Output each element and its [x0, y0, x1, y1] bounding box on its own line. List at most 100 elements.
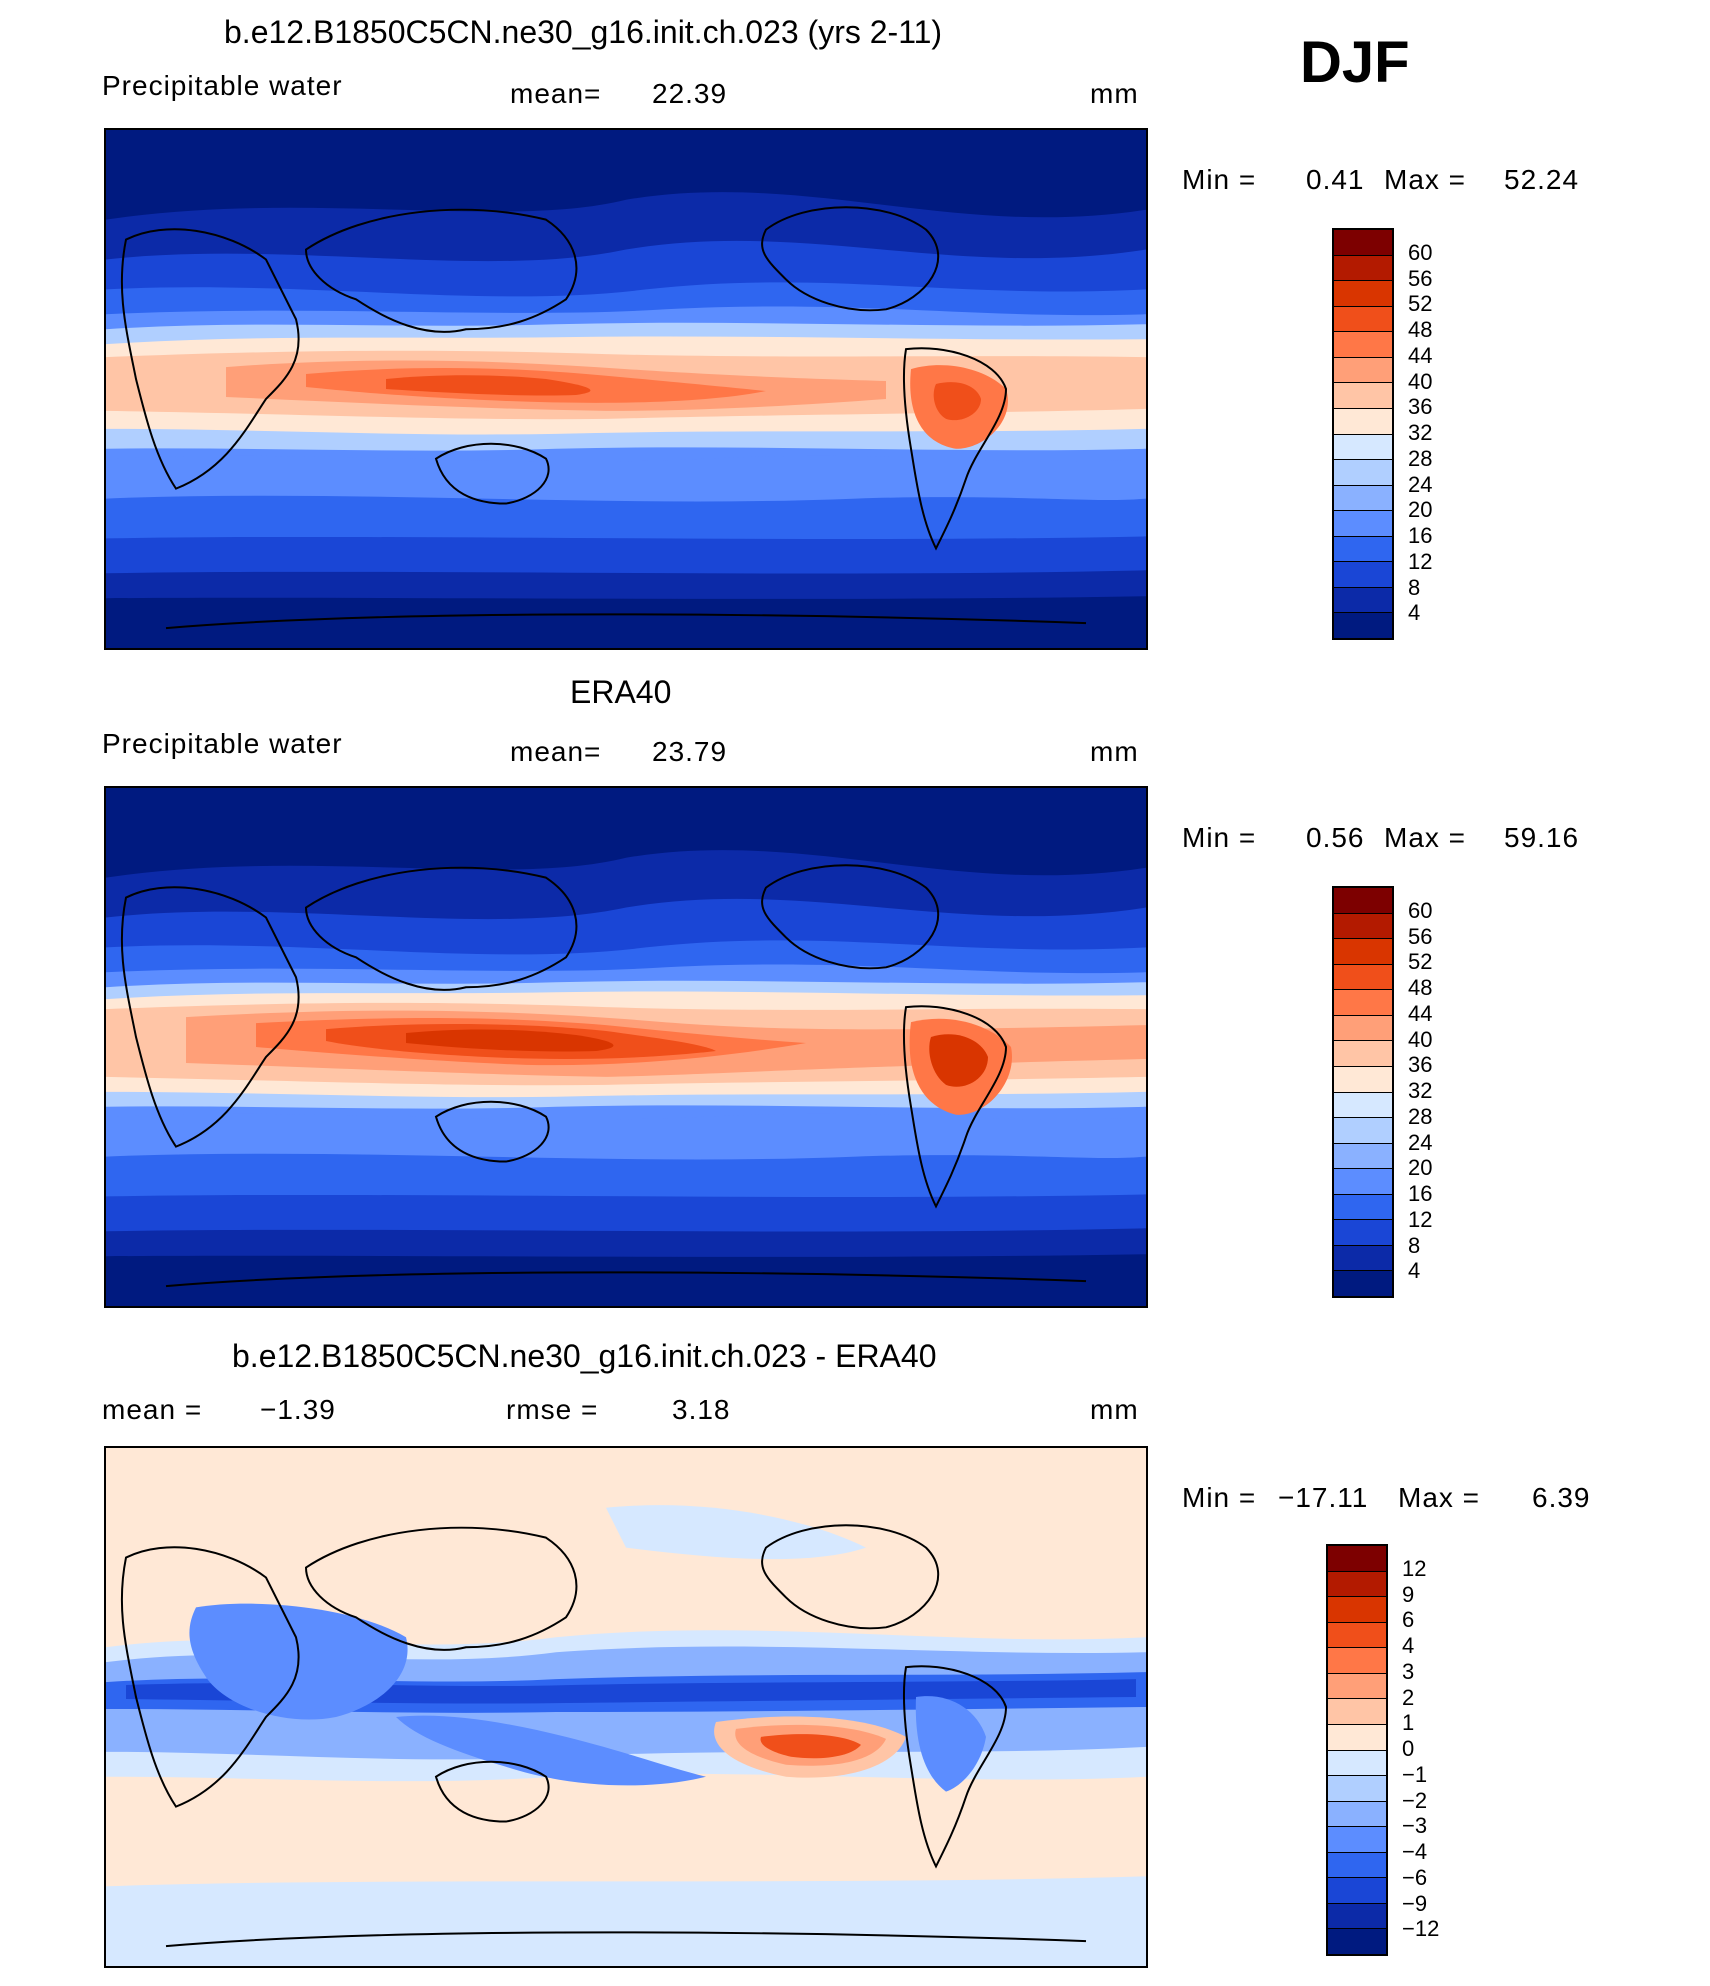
panel-1-variable: Precipitable water: [102, 70, 343, 101]
colorbar-tick-label: 0: [1402, 1736, 1415, 1761]
colorbar-tick-label: 4: [1408, 600, 1421, 626]
panel-1-mean-label: mean=: [510, 78, 602, 109]
season-label: DJF: [1300, 30, 1410, 95]
panel-2-title: ERA40: [570, 674, 672, 710]
colorbar-tick-label: 28: [1408, 1103, 1433, 1129]
colorbar-swatch: [1334, 1014, 1392, 1041]
colorbar-tick-label: 2: [1402, 1684, 1415, 1710]
colorbar-swatch: [1328, 1928, 1386, 1954]
panel-3-mean-label: mean =: [102, 1394, 203, 1425]
colorbar-tick-label: 36: [1408, 1052, 1433, 1078]
colorbar-tick-label: −9: [1402, 1890, 1428, 1916]
colorbar-tick-label: 48: [1408, 317, 1433, 342]
panel-2-units: mm: [1090, 736, 1139, 767]
panel-1-title: b.e12.B1850C5CN.ne30_g16.init.ch.023 (yr…: [224, 14, 943, 50]
panel-3-colorbar: [1326, 1544, 1388, 1956]
colorbar-tick-label: −2: [1402, 1787, 1428, 1813]
colorbar-swatch: [1334, 912, 1392, 939]
colorbar-swatch: [1334, 407, 1392, 434]
colorbar-tick-label: 8: [1408, 1232, 1421, 1258]
panel-1-colorbar: [1332, 228, 1394, 640]
panel-2-min-label: Min =: [1182, 822, 1257, 853]
colorbar-tick-label: 16: [1408, 1181, 1433, 1206]
panel-2-mean-value: 23.79: [652, 736, 728, 767]
colorbar-swatch: [1334, 1091, 1392, 1118]
colorbar-swatch: [1328, 1647, 1386, 1673]
colorbar-tick-label: 4: [1402, 1633, 1415, 1658]
colorbar-swatch: [1328, 1800, 1386, 1827]
colorbar-swatch: [1328, 1723, 1386, 1750]
panel-1-min-label: Min =: [1182, 164, 1257, 195]
colorbar-tick-label: 24: [1408, 1129, 1433, 1155]
colorbar-tick-label: 52: [1408, 949, 1433, 975]
panel-3-title: b.e12.B1850C5CN.ne30_g16.init.ch.023 - E…: [232, 1338, 937, 1374]
panel-2-mean-label: mean=: [510, 736, 602, 767]
colorbar-tick-label: 6: [1402, 1607, 1415, 1633]
panel-1-mean-value: 22.39: [652, 78, 728, 109]
colorbar-swatch: [1334, 1244, 1392, 1271]
colorbar-swatch: [1328, 1698, 1386, 1724]
colorbar-swatch: [1334, 331, 1392, 357]
colorbar-swatch: [1334, 938, 1392, 964]
colorbar-tick-label: 16: [1408, 523, 1433, 548]
colorbar-swatch: [1334, 612, 1392, 638]
colorbar-swatch: [1328, 1826, 1386, 1852]
colorbar-tick-label: 32: [1408, 420, 1433, 445]
panel-3-map: [104, 1446, 1148, 1968]
colorbar-swatch: [1334, 280, 1392, 306]
colorbar-tick-label: 60: [1408, 897, 1433, 923]
panel-3-min-value: −17.11: [1278, 1482, 1369, 1513]
colorbar-swatch: [1334, 1065, 1392, 1092]
colorbar-tick-label: 1: [1402, 1710, 1415, 1736]
colorbar-swatch: [1334, 510, 1392, 536]
colorbar-swatch: [1334, 1168, 1392, 1194]
panel-1-min-value: 0.41: [1306, 164, 1365, 195]
colorbar-swatch: [1334, 484, 1392, 511]
panel-3-max-value: 6.39: [1532, 1482, 1591, 1513]
colorbar-swatch: [1334, 230, 1392, 255]
colorbar-swatch: [1328, 1749, 1386, 1776]
colorbar-tick-label: −4: [1402, 1839, 1428, 1864]
colorbar-swatch: [1334, 1270, 1392, 1296]
colorbar-swatch: [1334, 561, 1392, 587]
panel-3-rmse-value: 3.18: [672, 1394, 731, 1425]
colorbar-tick-label: −3: [1402, 1813, 1428, 1839]
colorbar-tick-label: 20: [1408, 497, 1433, 523]
colorbar-swatch: [1334, 888, 1392, 913]
colorbar-tick-label: 44: [1408, 342, 1433, 368]
colorbar-tick-label: −6: [1402, 1864, 1428, 1890]
colorbar-swatch: [1334, 1193, 1392, 1220]
colorbar-tick-label: 4: [1408, 1258, 1421, 1284]
colorbar-swatch: [1328, 1902, 1386, 1929]
colorbar-swatch: [1334, 1040, 1392, 1066]
panel-1-max-value: 52.24: [1504, 164, 1580, 195]
colorbar-swatch: [1334, 989, 1392, 1015]
colorbar-tick-label: 36: [1408, 394, 1433, 420]
colorbar-swatch: [1328, 1672, 1386, 1699]
colorbar-tick-label: 52: [1408, 291, 1433, 317]
colorbar-tick-label: −12: [1402, 1916, 1440, 1942]
colorbar-tick-label: 12: [1408, 548, 1433, 574]
panel-3-rmse-label: rmse =: [506, 1394, 599, 1425]
colorbar-tick-label: 48: [1408, 975, 1433, 1000]
colorbar-swatch: [1334, 963, 1392, 990]
colorbar-swatch: [1328, 1877, 1386, 1903]
colorbar-tick-label: 60: [1408, 239, 1433, 265]
colorbar-swatch: [1334, 356, 1392, 383]
panel-2-map: [104, 786, 1148, 1308]
colorbar-tick-label: 56: [1408, 923, 1433, 949]
panel-3-units: mm: [1090, 1394, 1139, 1425]
colorbar-tick-label: 20: [1408, 1155, 1433, 1181]
colorbar-tick-label: 12: [1408, 1206, 1433, 1232]
colorbar-tick-label: 44: [1408, 1000, 1433, 1026]
panel-2-max-label: Max =: [1384, 822, 1467, 853]
colorbar-swatch: [1334, 535, 1392, 562]
panel-3-max-label: Max =: [1398, 1482, 1481, 1513]
colorbar-swatch: [1328, 1851, 1386, 1878]
colorbar-tick-label: 40: [1408, 368, 1433, 394]
colorbar-tick-label: 3: [1402, 1658, 1415, 1684]
colorbar-tick-label: 8: [1408, 574, 1421, 600]
colorbar-tick-label: 40: [1408, 1026, 1433, 1052]
colorbar-swatch: [1334, 254, 1392, 281]
